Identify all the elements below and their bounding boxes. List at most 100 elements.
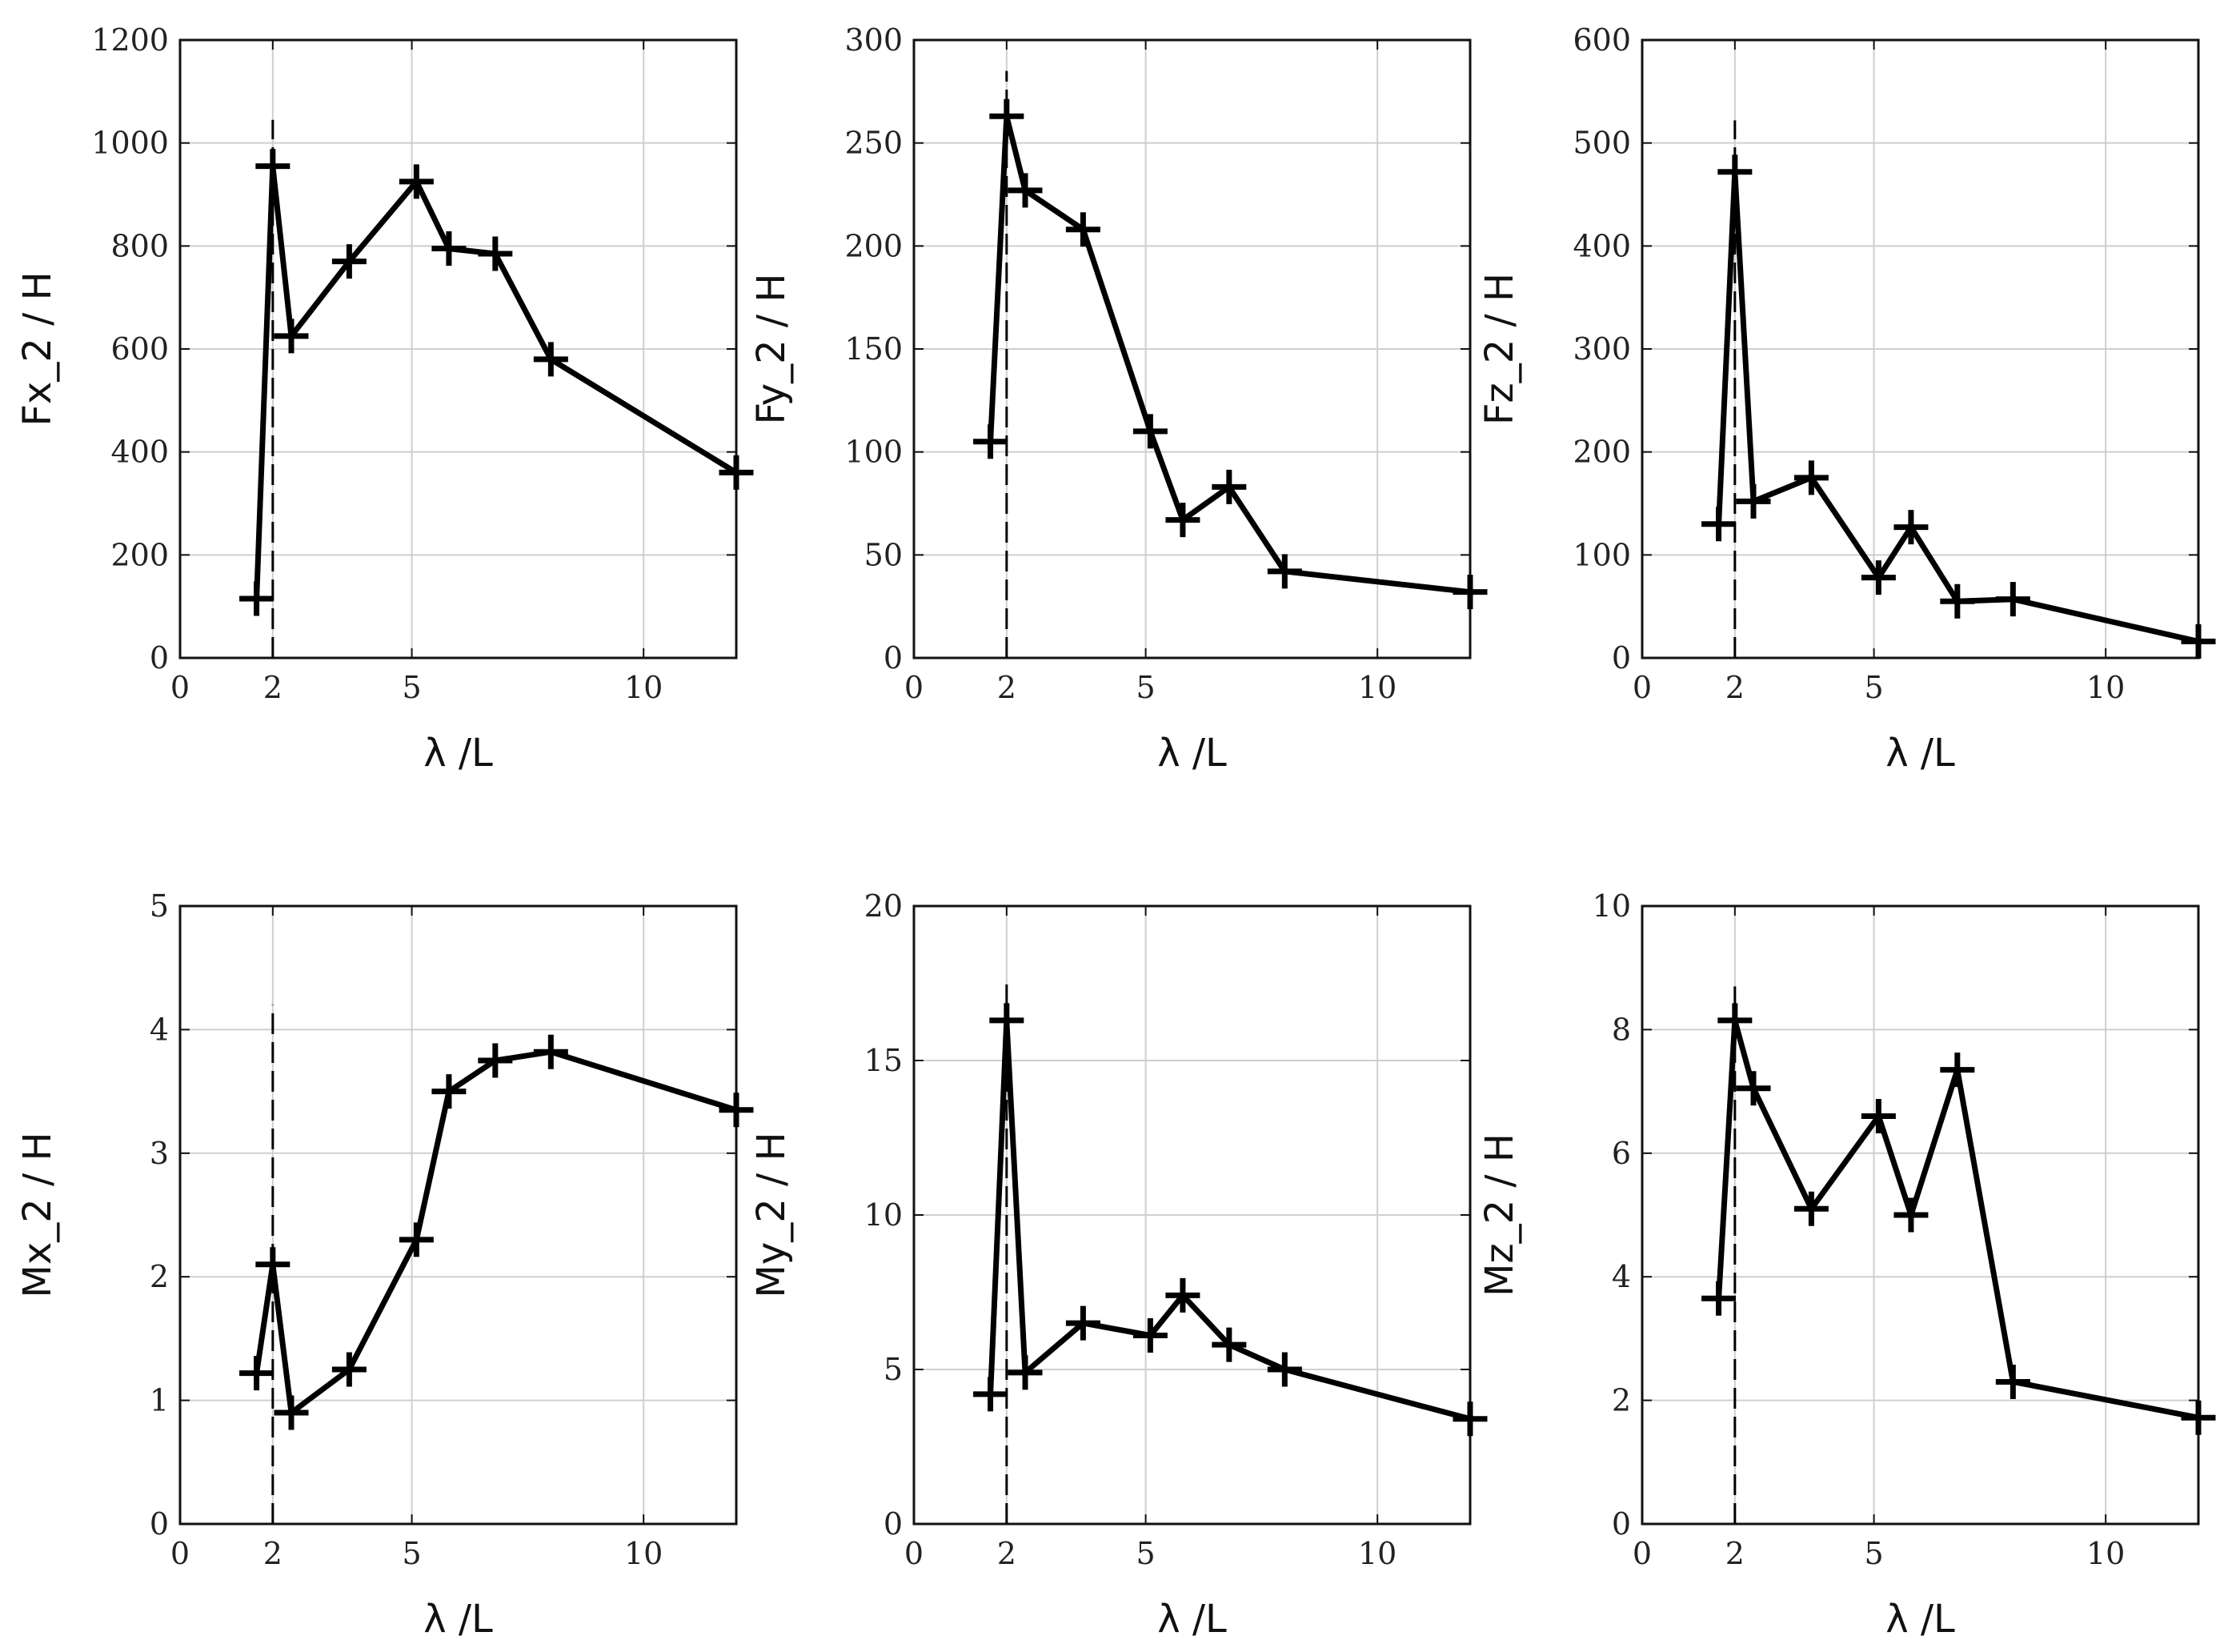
y-tick-label: 2	[1612, 1383, 1631, 1418]
y-tick-label: 0	[150, 640, 169, 676]
data-point-marker	[1701, 1281, 1737, 1316]
x-tick-label: 10	[2086, 670, 2125, 705]
x-tick-label: 5	[402, 670, 421, 705]
x-tick-label: 5	[1136, 1536, 1155, 1571]
series-line-Fy_2	[988, 113, 1473, 595]
x-tick-label: 5	[1864, 1536, 1883, 1571]
data-point-marker	[533, 342, 568, 377]
series-line-Fz_2	[1716, 169, 2202, 644]
y-tick-label: 10	[864, 1197, 903, 1233]
x-tick-label: 10	[1358, 670, 1397, 705]
x-tick-label: 0	[1633, 1536, 1652, 1571]
data-point-marker	[1736, 1071, 1771, 1106]
x-axis-label: λ /L	[423, 1597, 493, 1642]
data-point-marker	[989, 98, 1024, 134]
data-point-marker	[431, 231, 467, 267]
x-tick-label: 0	[170, 1536, 190, 1571]
y-tick-label: 3	[150, 1136, 169, 1171]
y-tick-label: 300	[844, 22, 903, 58]
y-tick-label: 5	[150, 888, 169, 924]
data-point-marker	[1165, 1277, 1200, 1313]
x-tick-label: 5	[1136, 670, 1155, 705]
y-tick-label: 500	[1573, 126, 1631, 161]
y-tick-label: 150	[844, 331, 903, 367]
x-axis-label: λ /L	[423, 731, 493, 776]
data-point-marker	[1995, 1364, 2030, 1399]
axes-frame	[1641, 904, 2200, 1526]
y-tick-label: 200	[110, 537, 169, 572]
data-point-marker	[255, 149, 291, 184]
axes-frame	[178, 904, 738, 1526]
y-tick-label: 0	[884, 1506, 903, 1542]
x-tick-label: 2	[1725, 1536, 1745, 1571]
panel-bottom-middle: 0 2 5 10 0 5 10 15 20 λ /L My_2 / H	[749, 888, 1488, 1642]
x-axis-label: λ /L	[1885, 731, 1955, 776]
y-axis-label: Mz_2 / H	[1477, 1133, 1522, 1297]
data-point-marker	[1008, 173, 1043, 208]
data-point-marker	[1793, 1191, 1829, 1226]
data-point-marker	[1132, 1318, 1168, 1353]
x-tick-label: 10	[1358, 1536, 1397, 1571]
data-point-marker	[1995, 582, 2030, 617]
y-tick-label: 600	[1573, 22, 1631, 58]
y-tick-label: 0	[1612, 1506, 1631, 1542]
x-tick-label: 5	[1864, 670, 1883, 705]
data-point-marker	[1453, 1401, 1488, 1437]
data-point-marker	[1701, 507, 1737, 542]
x-tick-label: 10	[624, 1536, 663, 1571]
data-point-marker	[1736, 483, 1771, 519]
y-tick-label: 8	[1612, 1012, 1631, 1047]
data-point-marker	[274, 319, 309, 354]
x-tick-label: 0	[904, 670, 924, 705]
y-tick-label: 50	[864, 537, 903, 572]
data-point-marker	[2181, 1400, 2216, 1435]
x-tick-label: 0	[904, 1536, 924, 1571]
x-axis-label: λ /L	[1157, 1597, 1227, 1642]
data-point-marker	[1008, 1355, 1043, 1390]
y-axis-label: Fx_2 / H	[15, 271, 60, 426]
y-tick-label: 10	[1593, 888, 1631, 924]
y-tick-label: 600	[110, 331, 169, 367]
data-point-marker	[1940, 583, 1975, 619]
y-tick-label: 200	[1573, 435, 1631, 470]
y-tick-label: 0	[150, 1506, 169, 1542]
y-tick-label: 4	[150, 1012, 169, 1047]
data-point-marker	[239, 1356, 274, 1391]
y-tick-label: 4	[1612, 1259, 1631, 1294]
x-tick-label: 2	[1725, 670, 1745, 705]
y-tick-label: 20	[864, 888, 903, 924]
data-point-marker	[1065, 212, 1100, 247]
data-point-marker	[719, 455, 754, 490]
panel-top-left: 0 2 5 10 0 200 400 600 800 1000 1200 λ /L Fx_2 / H	[15, 22, 754, 776]
x-tick-label: 2	[263, 670, 283, 705]
y-tick-label: 5	[884, 1352, 903, 1387]
data-point-marker	[973, 1377, 1008, 1412]
data-point-marker	[2181, 624, 2216, 659]
y-tick-label: 100	[1573, 537, 1631, 572]
data-point-marker	[1893, 1197, 1929, 1233]
y-tick-label: 1200	[91, 22, 169, 58]
data-point-marker	[533, 1034, 568, 1069]
y-tick-label: 0	[884, 640, 903, 676]
data-point-marker	[1717, 1003, 1753, 1038]
data-point-marker	[399, 1222, 434, 1257]
x-tick-label: 0	[170, 670, 190, 705]
y-tick-label: 400	[110, 435, 169, 470]
data-point-marker	[1132, 414, 1168, 449]
series-line-Fx_2	[254, 163, 739, 602]
series-line-Mx_2	[254, 1049, 739, 1416]
y-tick-label: 800	[110, 228, 169, 263]
data-point-marker	[973, 424, 1008, 459]
data-point-marker	[431, 1074, 467, 1109]
y-tick-label: 15	[864, 1043, 903, 1078]
y-axis-label: Fz_2 / H	[1477, 273, 1522, 425]
y-tick-label: 200	[844, 228, 903, 263]
data-point-marker	[331, 1352, 367, 1387]
panel-bottom-right: 0 2 5 10 0 2 4 6 8 10 λ /L Mz_2 / H	[1477, 888, 2216, 1642]
data-point-marker	[331, 244, 367, 279]
data-point-marker	[1893, 510, 1929, 545]
y-tick-label: 400	[1573, 228, 1631, 263]
